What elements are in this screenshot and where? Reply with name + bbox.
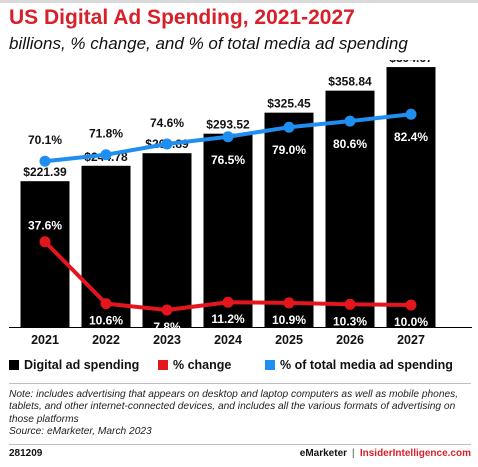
change-point-2021 [39,236,51,248]
share-label-2021: 70.1% [28,133,62,147]
note-divider [9,383,471,384]
share-label-2027: 82.4% [394,130,428,144]
legend-label-share: % of total media ad spending [280,358,453,372]
brand-separator: | [352,448,355,459]
change-label-2025: 10.9% [272,313,306,327]
chart-subtitle: billions, % change, and % of total media… [9,34,408,53]
change-label-2024: 11.2% [211,312,245,326]
change-point-2024 [222,296,234,308]
change-point-2026 [344,298,356,310]
change-point-2023 [161,304,173,316]
note-text: Note: includes advertising that appears … [9,389,459,425]
legend-swatch-change [158,360,168,370]
bar-2021 [20,181,70,327]
change-point-2022 [100,298,112,310]
legend: Digital ad spending % change % of total … [9,358,478,376]
legend-label-digital: Digital ad spending [24,358,140,372]
footer-brand: eMarketer | InsiderIntelligence.com [300,448,471,459]
x-tick-label-2023: 2023 [153,333,181,347]
share-label-2024: 76.5% [211,153,245,167]
change-point-2025 [283,297,295,309]
chart-note: Note: includes advertising that appears … [9,389,471,438]
share-point-2022 [100,149,112,161]
share-label-2022: 71.8% [89,127,123,141]
share-point-2027 [405,108,417,120]
bar-2023 [142,153,192,327]
share-label-2025: 79.0% [272,143,306,157]
bar-value-label-2025: $325.45 [267,97,311,111]
x-tick-label-2022: 2022 [92,333,120,347]
source-text: Source: eMarketer, March 2023 [9,425,152,437]
bar-2027 [386,67,436,327]
bar-2024 [203,133,253,327]
bar-value-label-2026: $358.84 [328,75,372,89]
bar-value-label-2024: $293.52 [206,118,250,132]
share-label-2023: 74.6% [150,116,184,130]
x-tick-label-2026: 2026 [336,333,364,347]
legend-item-digital: Digital ad spending [9,358,139,372]
legend-item-share: % of total media ad spending [265,358,453,372]
change-label-2027: 10.0% [394,315,428,329]
chart-title: US Digital Ad Spending, 2021-2027 [9,6,355,29]
brand-emarketer: eMarketer [299,448,348,459]
bar-value-label-2021: $221.39 [23,165,67,179]
change-label-2022: 10.6% [89,314,123,328]
bar-2026 [325,90,375,328]
change-label-2021: 37.6% [28,219,62,233]
share-point-2021 [39,155,51,167]
x-tick-label-2025: 2025 [275,333,303,347]
bar-value-label-2027: $394.67 [389,60,433,65]
footer-divider [9,444,471,445]
legend-item-change: % change [158,358,231,372]
x-tick-label-2024: 2024 [214,333,242,347]
share-point-2023 [161,138,173,150]
bar-2025 [264,112,314,327]
change-label-2026: 10.3% [333,314,367,328]
legend-swatch-share [265,360,275,370]
x-tick-label-2021: 2021 [31,333,59,347]
share-label-2026: 80.6% [333,137,367,151]
brand-site-link[interactable]: InsiderIntelligence.com [359,448,471,459]
chart-area: $221.392021$244.782022$263.892023$293.52… [9,60,472,347]
x-tick-label-2027: 2027 [397,333,425,347]
share-point-2024 [222,131,234,143]
share-point-2026 [344,115,356,127]
change-point-2027 [405,299,417,311]
legend-label-change: % change [173,358,232,372]
share-point-2025 [283,121,295,133]
chart-id: 281209 [9,448,43,459]
change-label-2023: 7.8% [153,320,181,334]
legend-swatch-digital [9,360,19,370]
top-rule [0,0,478,3]
